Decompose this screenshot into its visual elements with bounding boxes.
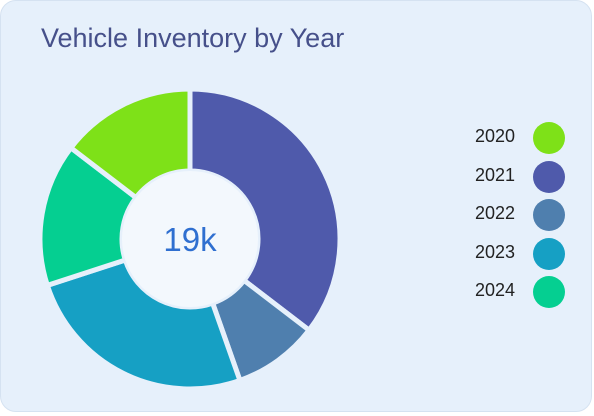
chart-title: Vehicle Inventory by Year bbox=[41, 23, 345, 53]
legend-swatch bbox=[533, 237, 565, 270]
legend: 2020 2021 2022 2023 2024 bbox=[475, 119, 575, 312]
legend-label: 2022 bbox=[475, 203, 516, 223]
legend-swatch bbox=[533, 199, 565, 231]
legend-item-2023: 2023 bbox=[475, 235, 575, 274]
legend-item-2024: 2024 bbox=[475, 273, 575, 312]
legend-item-2021: 2021 bbox=[475, 158, 575, 197]
legend-label: 2021 bbox=[475, 164, 516, 185]
legend-label: 2020 bbox=[475, 126, 516, 146]
donut-hole bbox=[122, 171, 258, 307]
center-total-label: 19k bbox=[163, 221, 217, 258]
legend-label: 2023 bbox=[475, 241, 516, 262]
legend-label: 2024 bbox=[475, 280, 516, 300]
legend-swatch bbox=[533, 160, 565, 193]
legend-item-2020: 2020 bbox=[475, 119, 575, 158]
legend-item-2022: 2022 bbox=[475, 196, 575, 235]
legend-swatch bbox=[533, 122, 565, 154]
legend-swatch bbox=[533, 276, 565, 308]
